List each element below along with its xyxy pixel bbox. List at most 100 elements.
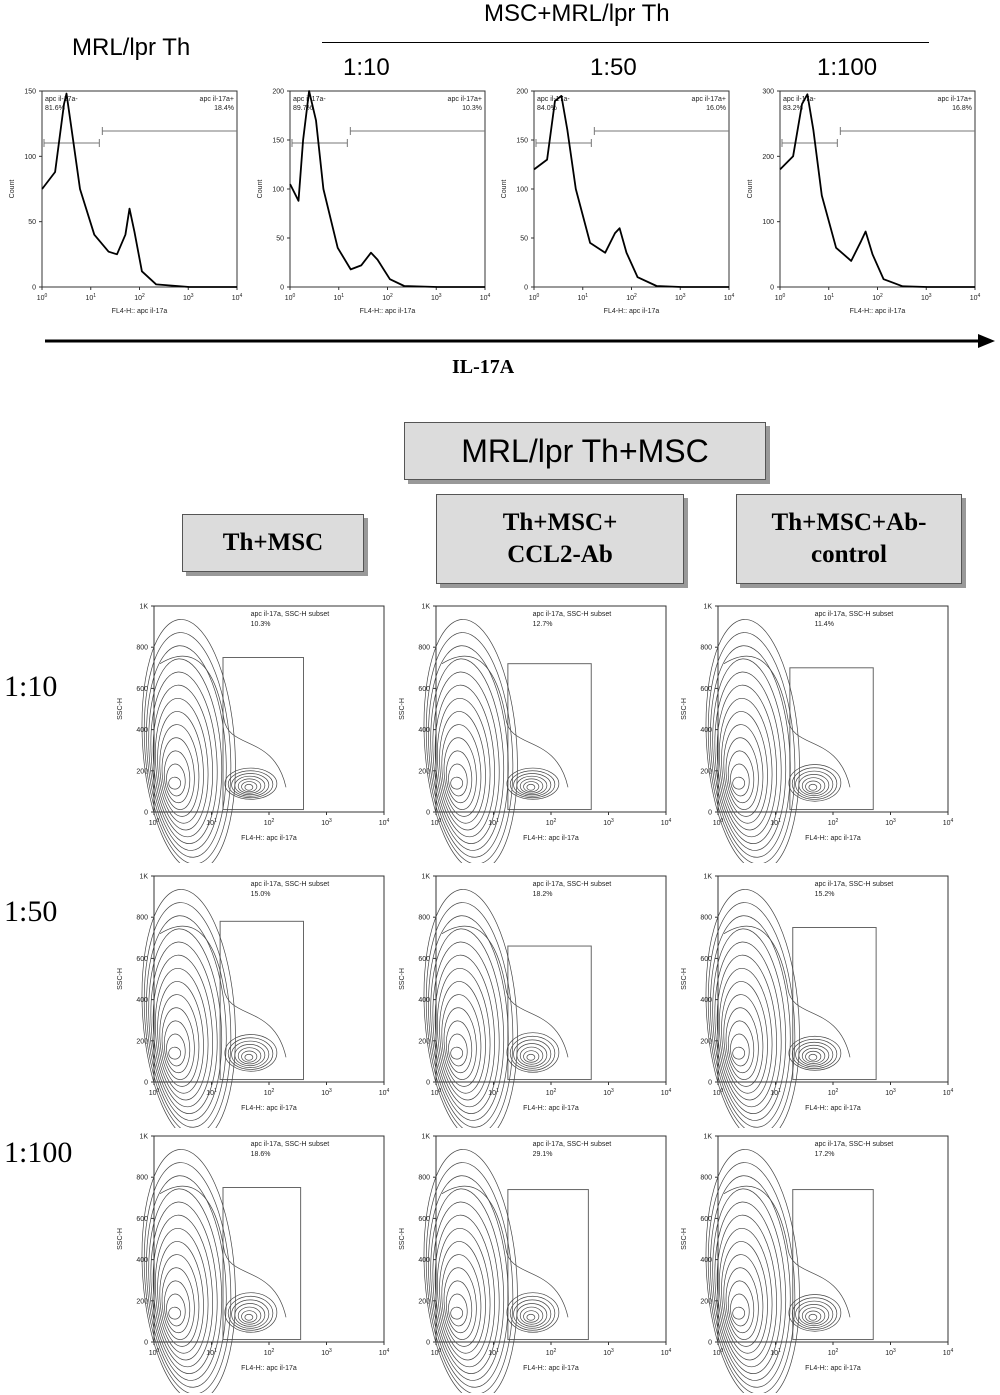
gate-negative-percent: 84.0% bbox=[537, 105, 557, 112]
contour-line bbox=[234, 775, 266, 796]
contour-line bbox=[721, 711, 768, 824]
contour-line bbox=[148, 658, 223, 851]
x-tick-label: 103 bbox=[885, 1088, 896, 1097]
x-tick-label: 104 bbox=[661, 1088, 672, 1097]
ratio-label-1-100: 1:100 bbox=[817, 54, 878, 81]
gate-name: apc il-17a, SSC-H subset bbox=[815, 881, 894, 888]
x-tick-label: 104 bbox=[943, 1088, 954, 1097]
contour-line bbox=[450, 1306, 464, 1320]
x-tick-label: 102 bbox=[872, 293, 883, 302]
contour-line bbox=[441, 1186, 569, 1318]
contour-line bbox=[441, 656, 569, 788]
histogram-curve bbox=[41, 92, 237, 288]
contour-line bbox=[448, 1293, 468, 1327]
contour-line bbox=[523, 781, 540, 793]
gate-positive-percent: 16.8% bbox=[952, 105, 972, 112]
y-tick-label: 800 bbox=[136, 915, 148, 922]
y-tick-label: 200 bbox=[700, 1298, 712, 1305]
x-axis-label: FL4-H:: apc il-17a bbox=[360, 308, 416, 315]
plot-frame bbox=[435, 1135, 667, 1343]
y-tick-label: 800 bbox=[700, 915, 712, 922]
y-tick-label: 1K bbox=[703, 604, 712, 611]
contour-line bbox=[237, 778, 262, 794]
contour-line bbox=[448, 1033, 468, 1067]
contour-line bbox=[714, 1201, 782, 1374]
plot-frame bbox=[435, 875, 667, 1083]
contour-line bbox=[727, 1280, 755, 1334]
y-tick-label: 200 bbox=[418, 768, 430, 775]
contour-line bbox=[526, 1053, 536, 1061]
group-bracket-line bbox=[322, 42, 929, 43]
x-tick-label: 100 bbox=[431, 1348, 442, 1357]
contour-line bbox=[241, 1310, 258, 1323]
contour-line bbox=[166, 1293, 186, 1327]
x-tick-label: 101 bbox=[85, 293, 96, 302]
gate-percent: 15.0% bbox=[251, 891, 271, 898]
contour-line bbox=[163, 1280, 191, 1334]
x-tick-label: 104 bbox=[480, 293, 491, 302]
gate-name: apc il-17a, SSC-H subset bbox=[251, 1141, 330, 1148]
contour-line bbox=[428, 915, 509, 1128]
plot-frame bbox=[717, 875, 949, 1083]
y-tick-label: 600 bbox=[136, 956, 148, 963]
x-axis-label: FL4-H:: apc il-17a bbox=[805, 1365, 861, 1372]
gate-positive-percent: 16.0% bbox=[706, 105, 726, 112]
y-tick-label: 0 bbox=[144, 810, 148, 817]
contour-line bbox=[166, 763, 186, 797]
contour-line bbox=[450, 1046, 464, 1060]
plot-frame bbox=[717, 1135, 949, 1343]
contour-line bbox=[727, 750, 755, 804]
y-tick-label: 0 bbox=[524, 285, 528, 292]
gate-percent: 18.2% bbox=[533, 891, 553, 898]
contour-line bbox=[428, 645, 509, 858]
contour-line bbox=[157, 981, 204, 1094]
contour-line bbox=[423, 619, 518, 863]
gate-name: apc il-17a, SSC-H subset bbox=[533, 1141, 612, 1148]
contour-line bbox=[445, 1020, 473, 1074]
contour-line bbox=[707, 632, 796, 863]
contour-line bbox=[168, 1306, 182, 1320]
contour-line bbox=[712, 928, 787, 1121]
contour-line bbox=[707, 1162, 796, 1393]
x-tick-label: 103 bbox=[885, 818, 896, 827]
y-tick-label: 1K bbox=[703, 1134, 712, 1141]
col-header-th-msc-label: Th+MSC bbox=[222, 529, 324, 556]
x-tick-label: 102 bbox=[546, 1088, 557, 1097]
row-label-1-100: 1:100 bbox=[4, 1136, 73, 1169]
ratio-label-1-10: 1:10 bbox=[343, 54, 390, 81]
contour-line bbox=[519, 1046, 544, 1065]
x-tick-label: 103 bbox=[603, 1348, 614, 1357]
x-tick-label: 102 bbox=[828, 1348, 839, 1357]
contour-line bbox=[168, 776, 182, 790]
contour-line bbox=[808, 1053, 818, 1061]
contour-line bbox=[526, 1313, 536, 1321]
contour-line bbox=[723, 724, 764, 817]
col-header-th-msc: Th+MSC bbox=[182, 514, 364, 572]
x-tick-label: 100 bbox=[37, 293, 48, 302]
plot-frame bbox=[435, 605, 667, 813]
contour-line bbox=[432, 941, 500, 1114]
x-axis-label: FL4-H:: apc il-17a bbox=[604, 308, 660, 315]
contour-line bbox=[155, 1227, 209, 1361]
x-tick-label: 103 bbox=[921, 293, 932, 302]
x-axis-label: FL4-H:: apc il-17a bbox=[241, 835, 297, 842]
ratio-label-1-50: 1:50 bbox=[590, 54, 637, 81]
y-tick-label: 0 bbox=[144, 1340, 148, 1347]
y-axis-label: SSC-H bbox=[399, 1228, 406, 1250]
x-tick-label: 103 bbox=[603, 818, 614, 827]
contour-line bbox=[721, 981, 768, 1094]
contour-line bbox=[141, 1149, 236, 1393]
x-axis-label: FL4-H:: apc il-17a bbox=[523, 835, 579, 842]
contour-line bbox=[146, 645, 227, 858]
x-tick-label: 101 bbox=[823, 293, 834, 302]
y-tick-label: 0 bbox=[280, 285, 284, 292]
x-tick-label: 100 bbox=[149, 818, 160, 827]
contour-line bbox=[231, 773, 270, 797]
gate-rectangle bbox=[507, 945, 592, 1081]
contour-line bbox=[707, 902, 796, 1128]
contour-line bbox=[159, 994, 200, 1087]
y-axis-label: SSC-H bbox=[117, 968, 124, 990]
x-tick-label: 104 bbox=[379, 1088, 390, 1097]
y-axis-label: SSC-H bbox=[681, 698, 688, 720]
